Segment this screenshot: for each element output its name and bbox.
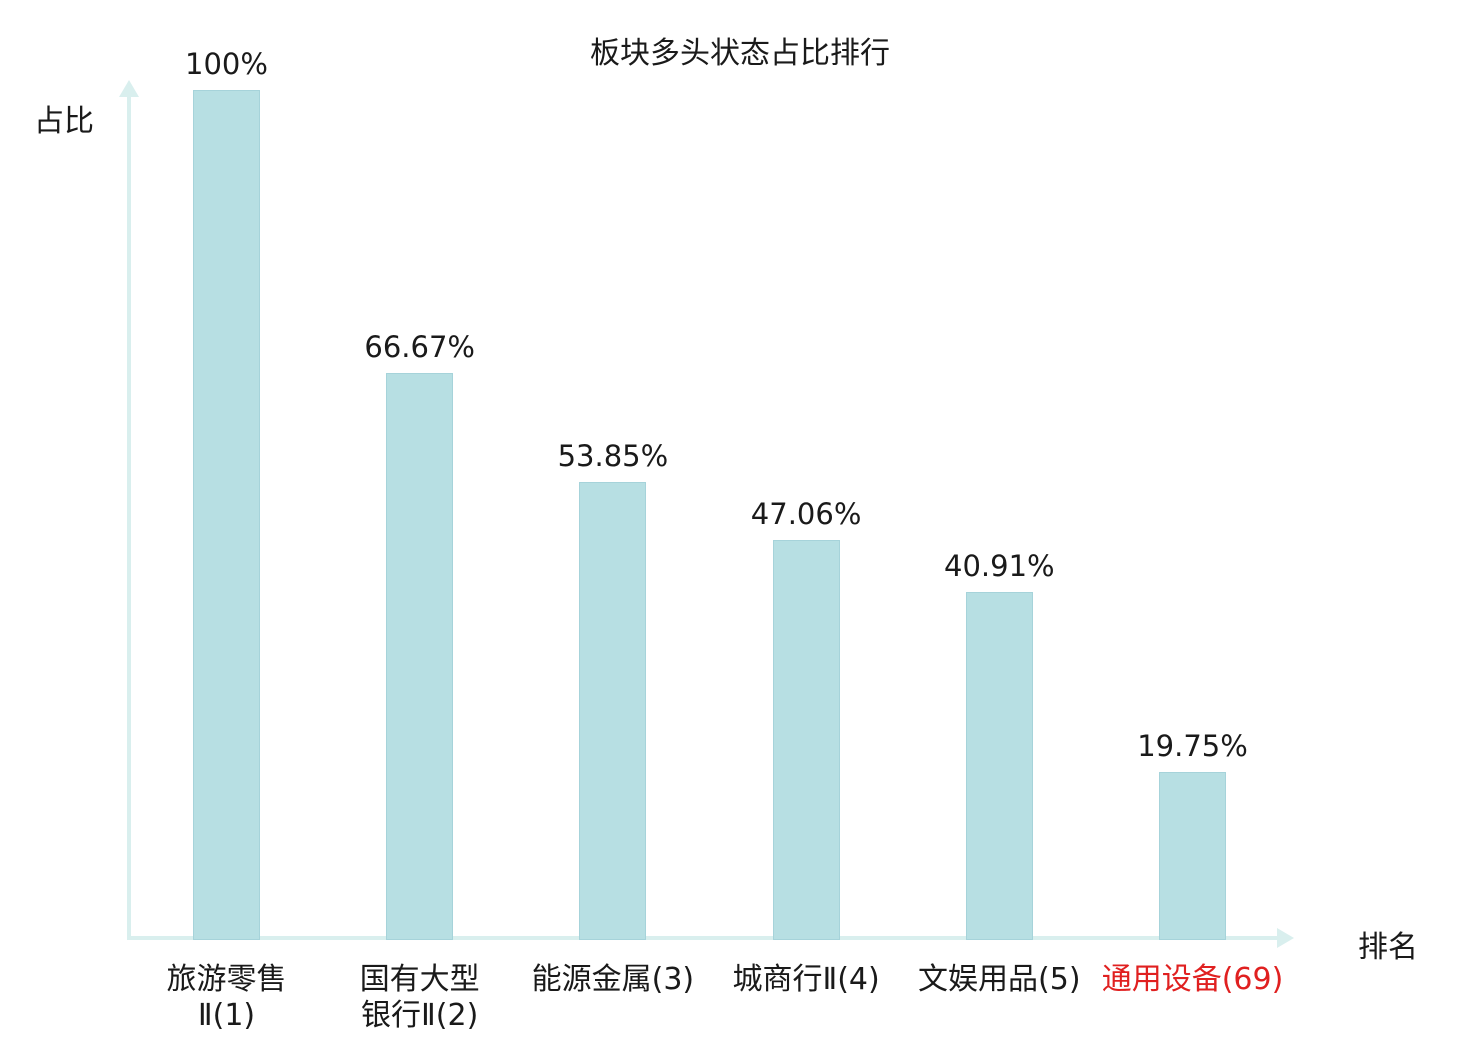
bar — [965, 592, 1033, 940]
bar-category-label: 通用设备(69) — [1063, 962, 1323, 998]
bar — [1159, 772, 1226, 940]
bar-value-label: 100% — [185, 47, 268, 81]
bar-category-label: 城商行Ⅱ(4) — [676, 962, 936, 998]
bar-category-label-line: 银行Ⅱ(2) — [361, 998, 479, 1033]
bar — [386, 373, 454, 940]
bar-value-label: 40.91% — [944, 549, 1055, 584]
bar-category-label: 文娱用品(5) — [869, 962, 1129, 998]
bar-value-label: 53.85% — [557, 439, 669, 474]
bar-category-label: 国有大型 银行Ⅱ(2) — [290, 962, 550, 1034]
bar-category-label-line: 城商行Ⅱ(4) — [732, 962, 880, 997]
bar — [579, 482, 647, 940]
bar-category-label-line: 通用设备(69) — [1101, 962, 1284, 997]
x-axis-line — [127, 936, 1279, 940]
y-axis-arrow-icon — [119, 80, 139, 97]
chart-title: 板块多头状态占比排行 — [590, 36, 890, 71]
bar-category-label: 旅游零售 Ⅱ(1) — [97, 962, 357, 1034]
bar-value-label: 47.06% — [750, 497, 862, 531]
bar-category-label-line: 国有大型 — [359, 962, 480, 997]
y-axis-label: 占比 — [34, 104, 94, 139]
bar-category-label: 能源金属(3) — [483, 962, 743, 998]
bar — [772, 540, 840, 940]
bar-category-label-line: 旅游零售 — [166, 962, 287, 997]
bar-value-label: 19.75% — [1137, 729, 1248, 764]
bar — [193, 90, 260, 940]
y-axis-line — [127, 96, 131, 940]
x-axis-label: 排名 — [1358, 930, 1418, 965]
bar-value-label: 66.67% — [364, 330, 475, 365]
bar-category-label-line: 文娱用品(5) — [918, 962, 1081, 997]
bar-category-label-line: 能源金属(3) — [531, 962, 695, 997]
x-axis-arrow-icon — [1277, 928, 1294, 948]
bar-category-label-line: Ⅱ(1) — [197, 998, 256, 1033]
